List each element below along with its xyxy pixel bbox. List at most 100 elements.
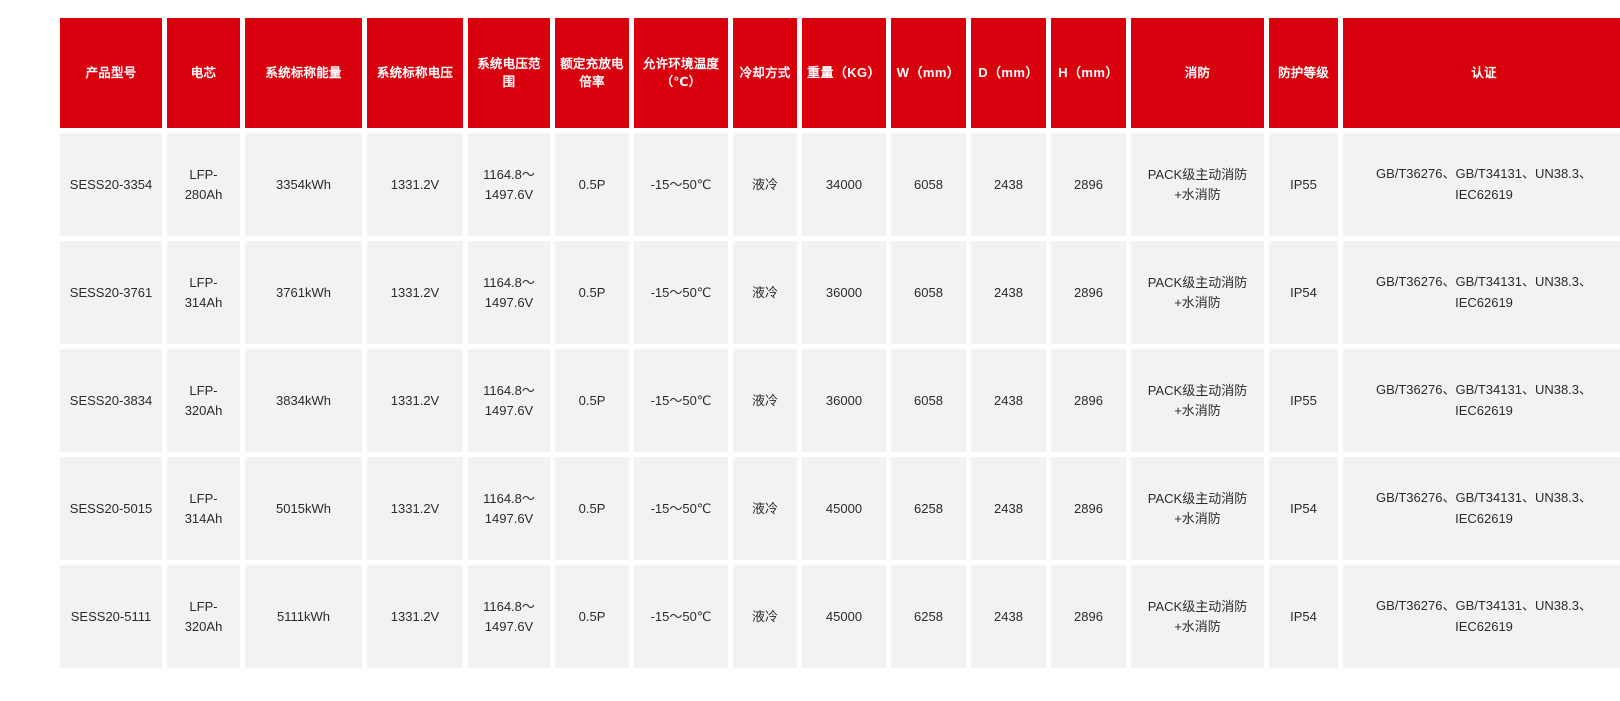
table-row: 3834kWh: [245, 349, 362, 452]
cell-voltage-range: 1164.8～ 1497.6V: [483, 167, 535, 202]
column-header-width: W（mm）: [891, 18, 966, 128]
column-header-depth: D（mm）: [971, 18, 1046, 128]
cell-cert: GB/T36276、GB/T34131、UN38.3、IEC62619: [1375, 598, 1593, 634]
cell-width: 6058: [914, 284, 943, 300]
table-row: 2438: [971, 241, 1046, 344]
column-header-voltage-range: 系统电压范围: [468, 18, 550, 128]
cell-height: 2896: [1074, 392, 1103, 408]
column-header-voltage-label: 系统标称电压: [376, 65, 454, 80]
cell-weight: 36000: [825, 392, 863, 408]
table-row: 2896: [1051, 133, 1126, 236]
table-row: 1164.8～ 1497.6V: [468, 241, 550, 344]
table-row: 2438: [971, 565, 1046, 668]
table-row: 34000: [802, 133, 886, 236]
table-row: 2438: [971, 349, 1046, 452]
table-row: SESS20-5015: [60, 457, 162, 560]
cell-model: SESS20-3354: [69, 176, 153, 192]
table-row: 2896: [1051, 565, 1126, 668]
table-row: -15～50℃: [634, 457, 728, 560]
cell-voltage-range: 1164.8～ 1497.6V: [483, 383, 535, 418]
table-row: SESS20-5111: [60, 565, 162, 668]
cell-temperature: -15～50℃: [650, 608, 712, 624]
column-header-voltage: 系统标称电压: [367, 18, 463, 128]
column-header-rate-label: 额定充放电倍率: [560, 56, 624, 89]
cell-fire: PACK级主动消防 +水消防: [1147, 275, 1248, 310]
column-header-cert: 认证: [1343, 18, 1620, 128]
cell-width: 6258: [914, 608, 943, 624]
table-row: 2896: [1051, 241, 1126, 344]
cell-weight: 45000: [825, 500, 863, 516]
cell-cert: GB/T36276、GB/T34131、UN38.3、IEC62619: [1375, 166, 1593, 202]
cell-cooling: 液冷: [751, 608, 778, 624]
table-row: PACK级主动消防 +水消防: [1131, 133, 1264, 236]
cell-temperature: -15～50℃: [650, 176, 712, 192]
cell-cooling: 液冷: [751, 284, 778, 300]
cell-battery-cell: LFP-280Ah: [184, 167, 223, 202]
cell-voltage: 1331.2V: [390, 392, 440, 408]
table-row: 1331.2V: [367, 565, 463, 668]
table-row: IP55: [1269, 349, 1338, 452]
cell-rate: 0.5P: [578, 176, 606, 192]
table-row: 1164.8～ 1497.6V: [468, 133, 550, 236]
cell-voltage: 1331.2V: [390, 500, 440, 516]
table-row: 5015kWh: [245, 457, 362, 560]
cell-fire: PACK级主动消防 +水消防: [1147, 167, 1248, 202]
table-row: LFP-280Ah: [167, 133, 240, 236]
table-row: 液冷: [733, 349, 797, 452]
column-header-depth-label: D（mm）: [978, 64, 1039, 80]
table-row: GB/T36276、GB/T34131、UN38.3、IEC62619: [1343, 133, 1620, 236]
cell-depth: 2438: [994, 500, 1023, 516]
table-row: -15～50℃: [634, 241, 728, 344]
cell-ip: IP54: [1290, 284, 1317, 300]
spec-grid: 产品型号 电芯 系统标称能量 系统标称电压 系统电压范围 额定充放电倍率 允许环…: [60, 18, 1620, 668]
table-row: 1164.8～ 1497.6V: [468, 457, 550, 560]
cell-width: 6258: [914, 500, 943, 516]
table-row: PACK级主动消防 +水消防: [1131, 349, 1264, 452]
cell-width: 6058: [914, 176, 943, 192]
cell-cert: GB/T36276、GB/T34131、UN38.3、IEC62619: [1375, 382, 1593, 418]
table-row: 1331.2V: [367, 133, 463, 236]
cell-voltage: 1331.2V: [390, 284, 440, 300]
table-row: PACK级主动消防 +水消防: [1131, 565, 1264, 668]
cell-voltage: 1331.2V: [390, 608, 440, 624]
table-row: 6258: [891, 457, 966, 560]
column-header-fire: 消防: [1131, 18, 1264, 128]
column-header-cooling: 冷却方式: [733, 18, 797, 128]
table-row: 2438: [971, 457, 1046, 560]
table-row: SESS20-3354: [60, 133, 162, 236]
table-row: PACK级主动消防 +水消防: [1131, 241, 1264, 344]
table-row: 3354kWh: [245, 133, 362, 236]
table-row: LFP-314Ah: [167, 457, 240, 560]
cell-rate: 0.5P: [578, 500, 606, 516]
cell-battery-cell: LFP-320Ah: [184, 383, 223, 418]
cell-energy: 3354kWh: [276, 176, 331, 192]
cell-width: 6058: [914, 392, 943, 408]
column-header-model-label: 产品型号: [85, 65, 137, 80]
column-header-height: H（mm）: [1051, 18, 1126, 128]
table-row: -15～50℃: [634, 565, 728, 668]
column-header-voltage-range-label: 系统电压范围: [477, 56, 541, 89]
table-row: 1331.2V: [367, 349, 463, 452]
table-row: -15～50℃: [634, 133, 728, 236]
table-row: SESS20-3761: [60, 241, 162, 344]
table-row: LFP-314Ah: [167, 241, 240, 344]
product-specification-table: 产品型号 电芯 系统标称能量 系统标称电压 系统电压范围 额定充放电倍率 允许环…: [60, 18, 1620, 668]
table-row: SESS20-3834: [60, 349, 162, 452]
table-row: 36000: [802, 241, 886, 344]
cell-voltage-range: 1164.8～ 1497.6V: [483, 599, 535, 634]
cell-rate: 0.5P: [578, 392, 606, 408]
table-row: 0.5P: [555, 349, 629, 452]
cell-energy: 5015kWh: [276, 500, 331, 516]
table-row: 5111kWh: [245, 565, 362, 668]
table-row: LFP-320Ah: [167, 565, 240, 668]
table-row: GB/T36276、GB/T34131、UN38.3、IEC62619: [1343, 565, 1620, 668]
table-row: IP54: [1269, 457, 1338, 560]
cell-cert: GB/T36276、GB/T34131、UN38.3、IEC62619: [1375, 490, 1593, 526]
column-header-weight-label: 重量（KG）: [807, 64, 881, 80]
table-row: -15～50℃: [634, 349, 728, 452]
column-header-height-label: H（mm）: [1058, 64, 1119, 80]
table-row: 6058: [891, 133, 966, 236]
cell-cert: GB/T36276、GB/T34131、UN38.3、IEC62619: [1375, 274, 1593, 310]
column-header-energy-label: 系统标称能量: [265, 65, 342, 80]
table-row: 0.5P: [555, 457, 629, 560]
